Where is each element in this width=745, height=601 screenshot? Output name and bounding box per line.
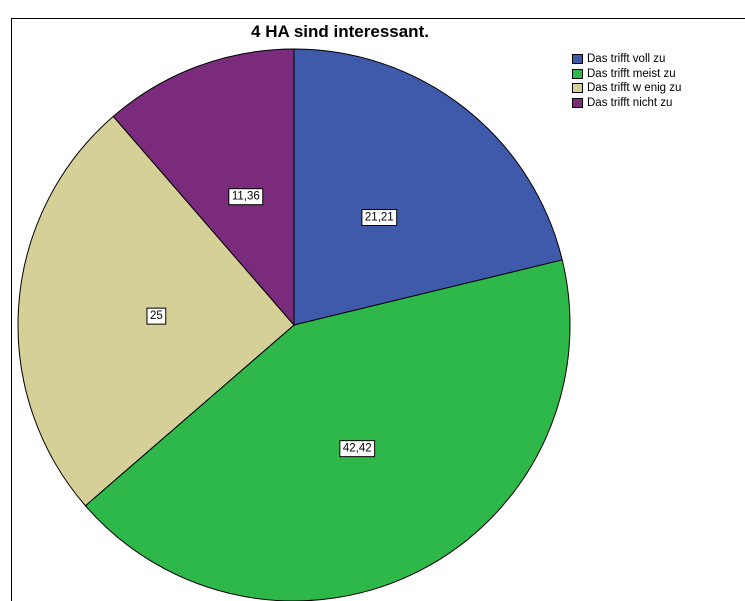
legend-label: Das trifft nicht zu — [587, 96, 673, 109]
legend-item: Das trifft nicht zu — [572, 96, 681, 111]
legend-label: Das trifft voll zu — [587, 53, 666, 66]
data-label-text: 42,42 — [343, 443, 372, 455]
legend-swatch — [572, 54, 583, 65]
data-label: 21,21 — [361, 209, 398, 227]
legend-item: Das trifft meist zu — [572, 67, 681, 82]
data-label: 25 — [146, 307, 167, 325]
data-label-text: 21,21 — [365, 212, 394, 224]
chart-title: 4 HA sind interessant. — [251, 22, 429, 41]
legend-item: Das trifft voll zu — [572, 52, 681, 67]
legend-label: Das trifft w enig zu — [587, 82, 682, 95]
legend-swatch — [572, 83, 583, 94]
pie-slice — [84, 259, 571, 601]
data-label-text: 11,36 — [232, 191, 260, 203]
legend-label: Das trifft meist zu — [587, 67, 676, 80]
legend: Das trifft voll zu Das trifft meist zu D… — [572, 52, 681, 110]
data-label-box — [228, 188, 264, 206]
pie-slice — [112, 48, 295, 327]
data-label: 11,36 — [228, 188, 264, 206]
legend-item: Das trifft w enig zu — [572, 81, 681, 96]
data-label-box — [146, 307, 167, 325]
chart-frame — [11, 18, 745, 601]
data-label-box — [339, 440, 376, 458]
pie-slice — [293, 48, 563, 326]
data-label: 42,42 — [339, 440, 376, 458]
data-label-text: 25 — [150, 310, 163, 322]
legend-swatch — [572, 68, 583, 79]
legend-swatch — [572, 97, 583, 108]
data-label-box — [361, 209, 398, 227]
